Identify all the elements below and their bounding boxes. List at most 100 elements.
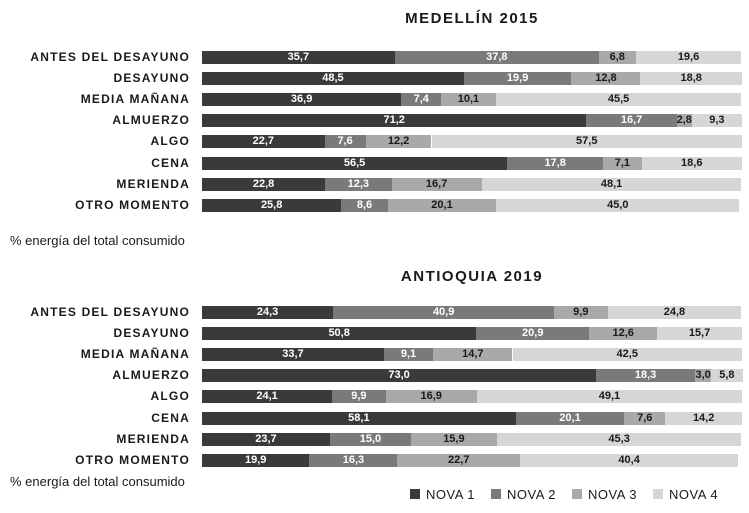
chart-title: MEDELLÍN 2015 — [405, 10, 539, 27]
bar-segment — [515, 411, 625, 425]
data-label: 73,0 — [388, 369, 410, 382]
category-label: MEDIA MAÑANA — [80, 347, 190, 362]
bar-segment — [325, 177, 392, 191]
data-label: 24,3 — [256, 306, 279, 318]
footnote: % energía del total consumido — [10, 233, 185, 248]
bar-row: 58,1 20,1 7,6 14,2 — [202, 411, 742, 425]
bar-segment — [441, 93, 496, 107]
data-label: 20,1 — [559, 411, 581, 424]
legend: NOVA 1 NOVA 2 NOVA 3 NOVA 4 — [410, 485, 734, 503]
data-label: 35,7 — [287, 51, 310, 63]
category-label: CENA — [151, 410, 190, 425]
bar-segment — [202, 198, 342, 212]
bar-segment — [512, 348, 742, 362]
bar-row: 24,1 9,9 16,9 49,1 — [202, 390, 742, 404]
bar-segment — [554, 306, 608, 319]
data-label: 5,8 — [719, 369, 735, 382]
bar-segment — [365, 135, 432, 149]
bar-segment — [329, 432, 411, 446]
bar-segment — [433, 348, 513, 362]
legend-swatch — [410, 489, 420, 499]
bar-segment — [586, 114, 677, 128]
data-label: 45,0 — [607, 198, 629, 211]
data-label: 58,1 — [348, 411, 370, 424]
bar-segment — [394, 51, 599, 64]
data-label: 22,7 — [252, 135, 274, 148]
bar-segment — [476, 327, 590, 341]
data-label: 24,1 — [256, 390, 278, 403]
category-label: OTRO MOMENTO — [75, 452, 190, 467]
bar-row: 35,7 37,8 6,8 19,6 — [202, 51, 742, 64]
bar-segment — [202, 51, 395, 64]
data-label: 15,0 — [359, 432, 382, 445]
data-label: 9,1 — [400, 348, 417, 361]
category-label: ANTES DEL DESAYUNO — [30, 50, 190, 64]
bar-segment — [202, 177, 326, 191]
data-label: 16,7 — [620, 114, 643, 127]
data-label: 45,3 — [608, 432, 630, 445]
legend-item-nova-3: NOVA 3 — [572, 487, 637, 502]
bar-segment — [635, 51, 742, 64]
bar-segment — [711, 369, 743, 383]
bar-segment — [202, 390, 333, 404]
data-label: 7,6 — [637, 411, 653, 424]
legend-label: NOVA 4 — [669, 486, 719, 502]
bar-segment — [202, 135, 325, 149]
data-label: 9,9 — [573, 306, 589, 318]
bar-segment — [695, 369, 712, 383]
data-label: 6,8 — [609, 51, 625, 63]
bar-segment — [333, 306, 555, 319]
bar-segment — [387, 198, 497, 212]
bar-segment — [624, 411, 666, 425]
category-label: DESAYUNO — [113, 71, 190, 86]
data-label: 14,7 — [462, 348, 484, 361]
bar-segment — [598, 51, 636, 64]
data-label: 18,8 — [680, 72, 702, 85]
data-label: 17,8 — [544, 156, 566, 169]
data-label: 14,2 — [692, 411, 715, 424]
data-label: 16,3 — [342, 453, 365, 466]
bar-segment — [657, 327, 742, 341]
data-label: 22,8 — [252, 177, 275, 190]
bar-row: 56,5 17,8 7,1 18,6 — [202, 156, 742, 170]
bar-row: 25,8 8,6 20,1 45,0 — [202, 198, 742, 212]
legend-label: NOVA 2 — [507, 486, 557, 502]
data-label: 16,7 — [425, 177, 448, 190]
legend-item-nova-4: NOVA 4 — [653, 487, 718, 502]
category-label: ALGO — [150, 389, 190, 404]
bar-row: 22,8 12,3 16,7 48,1 — [202, 177, 742, 191]
bar-segment — [596, 369, 695, 383]
data-label: 42,5 — [616, 348, 638, 361]
data-label: 3,0 — [695, 369, 711, 382]
bar-row: 48,5 19,9 12,8 18,8 — [202, 72, 742, 86]
data-label: 2,8 — [676, 114, 692, 127]
category-label: DESAYUNO — [113, 326, 190, 341]
bar-segment — [476, 390, 742, 404]
data-label: 56,5 — [343, 156, 366, 169]
data-label: 15,7 — [688, 327, 711, 340]
legend-label: NOVA 3 — [588, 486, 638, 502]
data-label: 7,6 — [337, 135, 353, 148]
bar-row: 50,8 20,9 12,6 15,7 — [202, 327, 742, 341]
bar-segment — [332, 390, 386, 404]
data-label: 7,1 — [614, 156, 631, 169]
category-label: CENA — [151, 155, 190, 170]
legend-swatch — [653, 489, 664, 499]
category-label: OTRO MOMENTO — [75, 197, 190, 212]
bar-row: 73,0 18,3 3,0 5,8 — [202, 369, 743, 383]
legend-item-nova-1: NOVA 1 — [410, 487, 475, 502]
data-label: 15,9 — [443, 432, 465, 445]
data-label: 19,9 — [245, 453, 267, 466]
data-label: 18,3 — [634, 369, 657, 382]
bar-segment — [589, 327, 658, 341]
bar-row: 19,9 16,3 22,7 40,4 — [202, 453, 742, 467]
bar-row: 22,7 7,6 12,2 57,5 — [202, 135, 742, 149]
bar-segment — [571, 72, 641, 86]
data-label: 9,9 — [351, 390, 367, 403]
bar-segment — [401, 93, 442, 107]
bar-segment — [202, 93, 402, 107]
bar-segment — [431, 135, 742, 149]
data-label: 19,9 — [506, 72, 529, 85]
bar-segment — [665, 411, 742, 425]
category-label: ANTES DEL DESAYUNO — [30, 305, 190, 319]
